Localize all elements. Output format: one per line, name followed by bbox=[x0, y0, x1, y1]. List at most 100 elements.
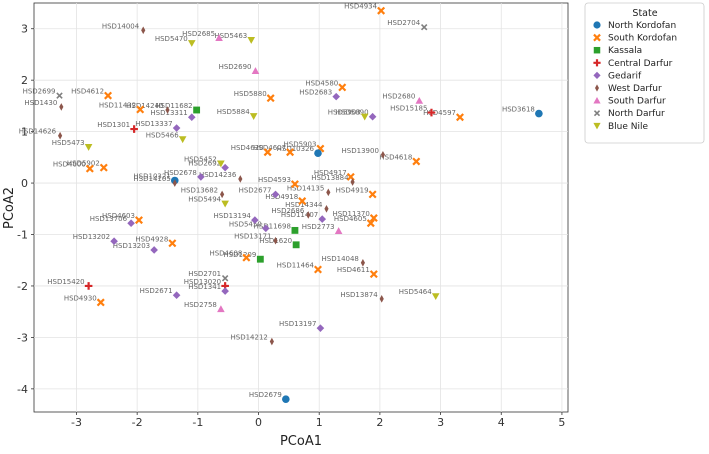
data-point bbox=[134, 216, 143, 225]
data-point bbox=[172, 291, 181, 300]
data-point bbox=[326, 188, 331, 197]
point-label: HSD4597 bbox=[423, 109, 456, 117]
point-label: HSD5464 bbox=[399, 288, 432, 296]
data-point bbox=[249, 113, 258, 120]
point-label: HSD14212 bbox=[230, 334, 267, 342]
legend-marker bbox=[593, 110, 601, 117]
point-label: HSD5463 bbox=[214, 32, 247, 40]
data-point bbox=[256, 255, 264, 263]
y-tick-label: -3 bbox=[17, 331, 28, 344]
legend-marker bbox=[593, 33, 601, 42]
data-point bbox=[314, 149, 322, 158]
data-point bbox=[247, 37, 256, 44]
data-point bbox=[263, 148, 272, 157]
data-point bbox=[193, 106, 201, 114]
data-point bbox=[141, 26, 146, 35]
point-label: HSD4620 bbox=[231, 144, 264, 152]
point-label: HSD10321 bbox=[133, 172, 170, 180]
x-tick-label: 3 bbox=[437, 416, 444, 429]
x-tick-label: -2 bbox=[132, 416, 143, 429]
point-label: HSD14240 bbox=[126, 102, 163, 110]
point-label: HSD14236 bbox=[199, 171, 237, 179]
data-point bbox=[366, 219, 375, 228]
point-label: HSD5880 bbox=[234, 90, 267, 98]
point-label: HSD2671 bbox=[140, 287, 173, 295]
legend-marker bbox=[595, 84, 599, 92]
point-label: HSD5452 bbox=[184, 156, 217, 164]
point-label: HSD14344 bbox=[285, 201, 323, 209]
legend-entry: North Darfur bbox=[608, 109, 665, 119]
legend-entry: West Darfur bbox=[608, 84, 662, 94]
data-point bbox=[273, 236, 278, 245]
legend-entry: Blue Nile bbox=[608, 122, 649, 132]
data-point bbox=[380, 150, 386, 159]
legend: State North Kordofan South Kordofan Kassal… bbox=[584, 2, 705, 144]
data-point bbox=[286, 148, 295, 157]
point-label: HSD11464 bbox=[277, 261, 315, 269]
data-point bbox=[85, 164, 94, 173]
point-label: HSD5450 bbox=[229, 220, 262, 228]
data-point bbox=[298, 197, 307, 206]
data-point bbox=[368, 190, 377, 199]
point-label: HSD13020 bbox=[184, 278, 221, 286]
point-label: HSD1341 bbox=[188, 283, 221, 291]
point-label: HSD2701 bbox=[188, 270, 221, 278]
data-point bbox=[379, 295, 384, 303]
point-label: HSD4593 bbox=[258, 176, 291, 184]
point-label: HSD2683 bbox=[299, 89, 332, 97]
data-point bbox=[99, 163, 108, 172]
point-label: HSD11407 bbox=[281, 211, 318, 219]
data-point bbox=[127, 219, 135, 227]
x-tick-label: 0 bbox=[255, 416, 262, 429]
point-label: HSD13884 bbox=[311, 174, 349, 182]
point-label: HSD5890 bbox=[336, 109, 369, 117]
point-label: HSD11682 bbox=[155, 102, 192, 110]
legend-marker bbox=[593, 71, 601, 79]
point-label: HSD14105 bbox=[133, 175, 170, 183]
data-point bbox=[415, 96, 424, 104]
data-point bbox=[334, 227, 343, 234]
grid-lines bbox=[34, 3, 568, 412]
legend-marker bbox=[593, 46, 601, 54]
point-label: HSD14048 bbox=[322, 255, 359, 263]
point-label: HSD4000 bbox=[53, 161, 86, 169]
legend-marker bbox=[593, 21, 601, 29]
data-point bbox=[266, 94, 275, 103]
data-point bbox=[269, 337, 274, 346]
data-point bbox=[313, 265, 322, 274]
data-point bbox=[431, 293, 440, 301]
y-tick-label: 3 bbox=[21, 23, 28, 36]
point-label: HSD4608 bbox=[209, 250, 242, 258]
data-point bbox=[242, 253, 251, 262]
point-labels: HSD4934 HSD2704 HSD14004 HSD2685 HSD5463 HSD5… bbox=[19, 3, 535, 399]
data-point bbox=[282, 395, 290, 403]
data-point bbox=[238, 175, 243, 183]
point-label: HSD1301 bbox=[97, 121, 130, 129]
y-axis-title: PCoA2 bbox=[2, 187, 17, 229]
point-label: HSD4611 bbox=[337, 266, 370, 274]
y-tick-label: -1 bbox=[17, 229, 28, 242]
data-point bbox=[271, 190, 280, 199]
data-point bbox=[324, 204, 329, 213]
y-tick-label: 0 bbox=[21, 177, 28, 190]
data-point bbox=[332, 92, 340, 101]
point-label: HSD15420 bbox=[47, 278, 84, 286]
data-point bbox=[56, 92, 63, 99]
data-point bbox=[292, 241, 300, 249]
point-label: HSD14626 bbox=[19, 128, 57, 136]
point-label: HSD4928 bbox=[135, 235, 168, 243]
point-label: HSD13706 bbox=[90, 215, 128, 223]
point-label: HSD4934 bbox=[344, 3, 377, 11]
axis-ticks: -3 -2 -1 0 1 2 3 4 5 -4 -3 -2 -1 0 1 2 3 bbox=[17, 23, 565, 429]
data-point bbox=[350, 178, 355, 186]
point-label: HSD13337 bbox=[135, 120, 172, 128]
data-point bbox=[221, 275, 229, 282]
legend-marker bbox=[593, 122, 601, 130]
point-label: HSD5902 bbox=[67, 160, 100, 168]
data-point bbox=[221, 200, 229, 208]
point-label: HSD11698 bbox=[254, 222, 291, 230]
point-label: HSD2679 bbox=[249, 391, 282, 399]
point-label: HSD4618 bbox=[379, 153, 412, 161]
data-point bbox=[84, 144, 93, 151]
